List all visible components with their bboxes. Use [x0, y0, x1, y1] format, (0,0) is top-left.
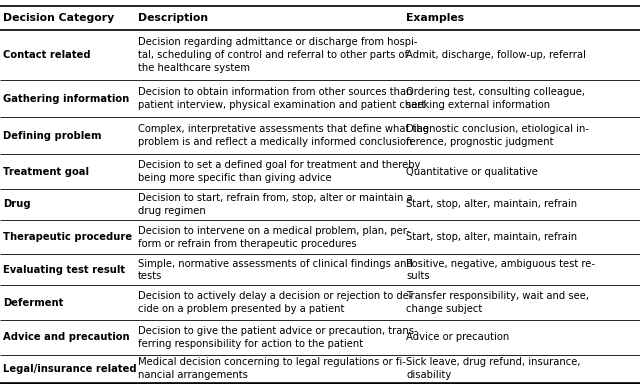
Text: Decision Category: Decision Category	[3, 13, 115, 23]
Text: Evaluating test result: Evaluating test result	[3, 265, 125, 275]
Text: Medical decision concerning to legal regulations or fi-
nancial arrangements: Medical decision concerning to legal reg…	[138, 357, 406, 380]
Text: Gathering information: Gathering information	[3, 94, 129, 104]
Text: Contact related: Contact related	[3, 50, 91, 60]
Text: Drug: Drug	[3, 199, 31, 209]
Text: Sick leave, drug refund, insurance,
disability: Sick leave, drug refund, insurance, disa…	[406, 357, 581, 380]
Text: Decision to intervene on a medical problem, plan, per-
form or refrain from ther: Decision to intervene on a medical probl…	[138, 226, 410, 249]
Text: Legal/insurance related: Legal/insurance related	[3, 364, 137, 374]
Text: Decision to start, refrain from, stop, alter or maintain a
drug regimen: Decision to start, refrain from, stop, a…	[138, 193, 412, 216]
Text: Treatment goal: Treatment goal	[3, 166, 89, 177]
Text: Admit, discharge, follow-up, referral: Admit, discharge, follow-up, referral	[406, 50, 586, 60]
Text: Quantitative or qualitative: Quantitative or qualitative	[406, 166, 538, 177]
Text: Therapeutic procedure: Therapeutic procedure	[3, 232, 132, 242]
Text: Complex, interpretative assessments that define what the
problem is and reflect : Complex, interpretative assessments that…	[138, 124, 428, 147]
Text: Decision to obtain information from other sources than
patient interview, physic: Decision to obtain information from othe…	[138, 88, 425, 110]
Text: Diagnostic conclusion, etiological in-
ference, prognostic judgment: Diagnostic conclusion, etiological in- f…	[406, 124, 589, 147]
Text: Decision to set a defined goal for treatment and thereby
being more specific tha: Decision to set a defined goal for treat…	[138, 160, 420, 183]
Text: Advice or precaution: Advice or precaution	[406, 332, 509, 342]
Text: Decision to give the patient advice or precaution, trans-
ferring responsibility: Decision to give the patient advice or p…	[138, 326, 417, 349]
Text: Positive, negative, ambiguous test re-
sults: Positive, negative, ambiguous test re- s…	[406, 259, 595, 281]
Text: Decision to actively delay a decision or rejection to de-
cide on a problem pres: Decision to actively delay a decision or…	[138, 291, 412, 314]
Text: Simple, normative assessments of clinical findings and
tests: Simple, normative assessments of clinica…	[138, 259, 412, 281]
Text: Advice and precaution: Advice and precaution	[3, 332, 130, 342]
Text: Decision regarding admittance or discharge from hospi-
tal, scheduling of contro: Decision regarding admittance or dischar…	[138, 37, 417, 73]
Text: Start, stop, alter, maintain, refrain: Start, stop, alter, maintain, refrain	[406, 199, 577, 209]
Text: Examples: Examples	[406, 13, 465, 23]
Text: Deferment: Deferment	[3, 298, 63, 308]
Text: Transfer responsibility, wait and see,
change subject: Transfer responsibility, wait and see, c…	[406, 291, 589, 314]
Text: Ordering test, consulting colleague,
seeking external information: Ordering test, consulting colleague, see…	[406, 88, 586, 110]
Text: Description: Description	[138, 13, 208, 23]
Text: Start, stop, alter, maintain, refrain: Start, stop, alter, maintain, refrain	[406, 232, 577, 242]
Text: Defining problem: Defining problem	[3, 131, 102, 141]
